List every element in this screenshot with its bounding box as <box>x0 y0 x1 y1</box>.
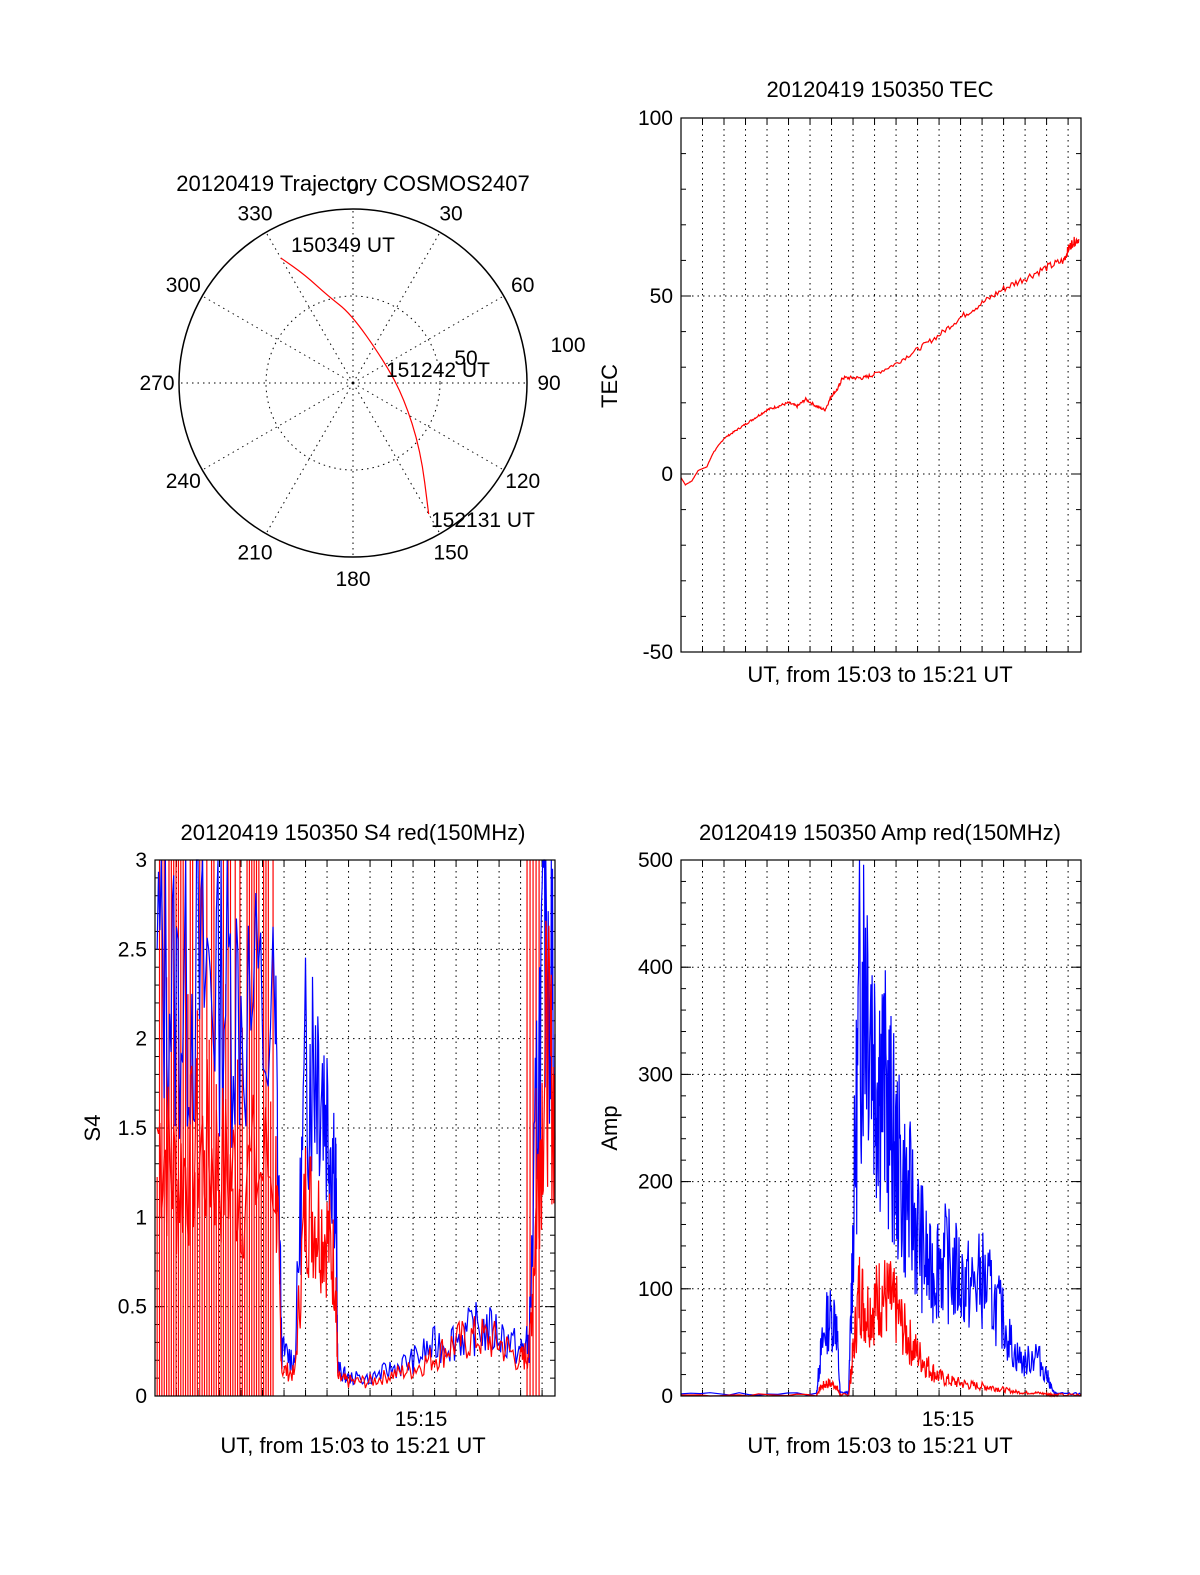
tec-ylabel: TEC <box>597 364 622 408</box>
tec-ytick-label: 50 <box>650 285 673 308</box>
tec-panel: 20120419 150350 TEC -50 0 50 100 TEC UT, fr… <box>597 77 1082 687</box>
tec-y-ticks: -50 0 50 100 <box>638 107 1081 664</box>
spoke-330 <box>265 232 354 384</box>
trajectory-panel: 20120419 Trajectory COSMOS2407 0 30 60 90 12… <box>139 171 585 591</box>
s4-ytick-label: 2.5 <box>118 938 147 961</box>
angle-label-330: 330 <box>237 202 272 225</box>
amp-y-ticks: 0 100 200 300 400 500 <box>638 849 1081 1408</box>
tec-ytick-label: -50 <box>643 641 673 664</box>
amp-series-blue <box>680 859 1082 1397</box>
tec-xlabel: UT, from 15:03 to 15:21 UT <box>747 662 1012 687</box>
s4-frame <box>154 859 556 1397</box>
radial-label-100: 100 <box>550 334 585 357</box>
amp-frame <box>680 859 1082 1397</box>
trajectory-title: 20120419 Trajectory COSMOS2407 <box>176 171 529 196</box>
angle-label-210: 210 <box>237 542 272 565</box>
amp-panel: 20120419 150350 Amp red(150MHz) 0 100 200 3… <box>597 820 1082 1458</box>
s4-ytick-label: 2 <box>135 1028 147 1051</box>
angle-label-0: 0 <box>347 176 359 199</box>
angle-label-30: 30 <box>439 202 462 225</box>
amp-ytick-label: 100 <box>638 1278 673 1301</box>
annotation-start: 150349 UT <box>291 234 395 257</box>
s4-series-red <box>156 920 556 1389</box>
spoke-30 <box>352 232 441 384</box>
angle-label-240: 240 <box>166 470 201 493</box>
angle-label-270: 270 <box>139 372 174 395</box>
angle-label-60: 60 <box>511 274 534 297</box>
s4-ytick-label: 0.5 <box>118 1296 147 1319</box>
angle-label-180: 180 <box>335 568 370 591</box>
amp-ytick-label: 400 <box>638 956 673 979</box>
tec-x-minor-ticks <box>702 118 1069 652</box>
spoke-300 <box>202 295 354 384</box>
tec-ytick-label: 0 <box>661 463 673 486</box>
tec-frame <box>680 117 1082 653</box>
tec-series-red <box>680 236 1080 486</box>
s4-xlabel: UT, from 15:03 to 15:21 UT <box>220 1433 485 1458</box>
s4-title: 20120419 150350 S4 red(150MHz) <box>181 820 526 845</box>
annotation-end: 152131 UT <box>431 509 535 532</box>
s4-x-minor-ticks <box>176 860 543 1396</box>
amp-ytick-label: 0 <box>661 1385 673 1408</box>
amp-xtick-1515: 15:15 <box>922 1408 975 1431</box>
s4-ytick-label: 1 <box>135 1206 147 1229</box>
polar-angle-labels: 0 30 60 90 120 150 180 210 240 270 300 330 <box>139 176 560 591</box>
amp-xlabel: UT, from 15:03 to 15:21 UT <box>747 1433 1012 1458</box>
outer-circle <box>178 208 528 558</box>
s4-panel: 20120419 150350 S4 red(150MHz) 0 0.5 1 1.5 2… <box>80 820 556 1458</box>
tec-title: 20120419 150350 TEC <box>766 77 993 102</box>
angle-label-300: 300 <box>166 274 201 297</box>
spoke-150 <box>352 382 441 534</box>
amp-ytick-label: 500 <box>638 849 673 872</box>
s4-xtick-1515: 15:15 <box>395 1408 448 1431</box>
amp-series-red <box>680 1256 1082 1398</box>
amp-ytick-label: 300 <box>638 1063 673 1086</box>
s4-ytick-label: 3 <box>135 849 147 872</box>
s4-ylabel: S4 <box>80 1115 105 1142</box>
tec-ytick-label: 100 <box>638 107 673 130</box>
inner-circle <box>265 295 441 471</box>
annotation-mid: 151242 UT <box>386 359 490 382</box>
amp-ytick-label: 200 <box>638 1171 673 1194</box>
s4-grid <box>155 860 555 1396</box>
spoke-120 <box>352 382 504 471</box>
amp-grid <box>681 860 1081 1396</box>
angle-label-90: 90 <box>537 372 560 395</box>
angle-label-150: 150 <box>433 542 468 565</box>
amp-title: 20120419 150350 Amp red(150MHz) <box>699 820 1061 845</box>
s4-series-blue <box>156 859 556 1386</box>
amp-ylabel: Amp <box>597 1105 622 1150</box>
tec-grid <box>681 118 1081 652</box>
s4-ytick-label: 0 <box>135 1385 147 1408</box>
spoke-240 <box>202 382 354 471</box>
polar-spokes <box>179 209 527 557</box>
angle-label-120: 120 <box>505 470 540 493</box>
spoke-210 <box>265 382 354 534</box>
s4-ytick-label: 1.5 <box>118 1117 147 1140</box>
radial-label-50: 50 <box>454 347 477 370</box>
spoke-60 <box>352 295 504 384</box>
trajectory-track <box>280 257 430 515</box>
